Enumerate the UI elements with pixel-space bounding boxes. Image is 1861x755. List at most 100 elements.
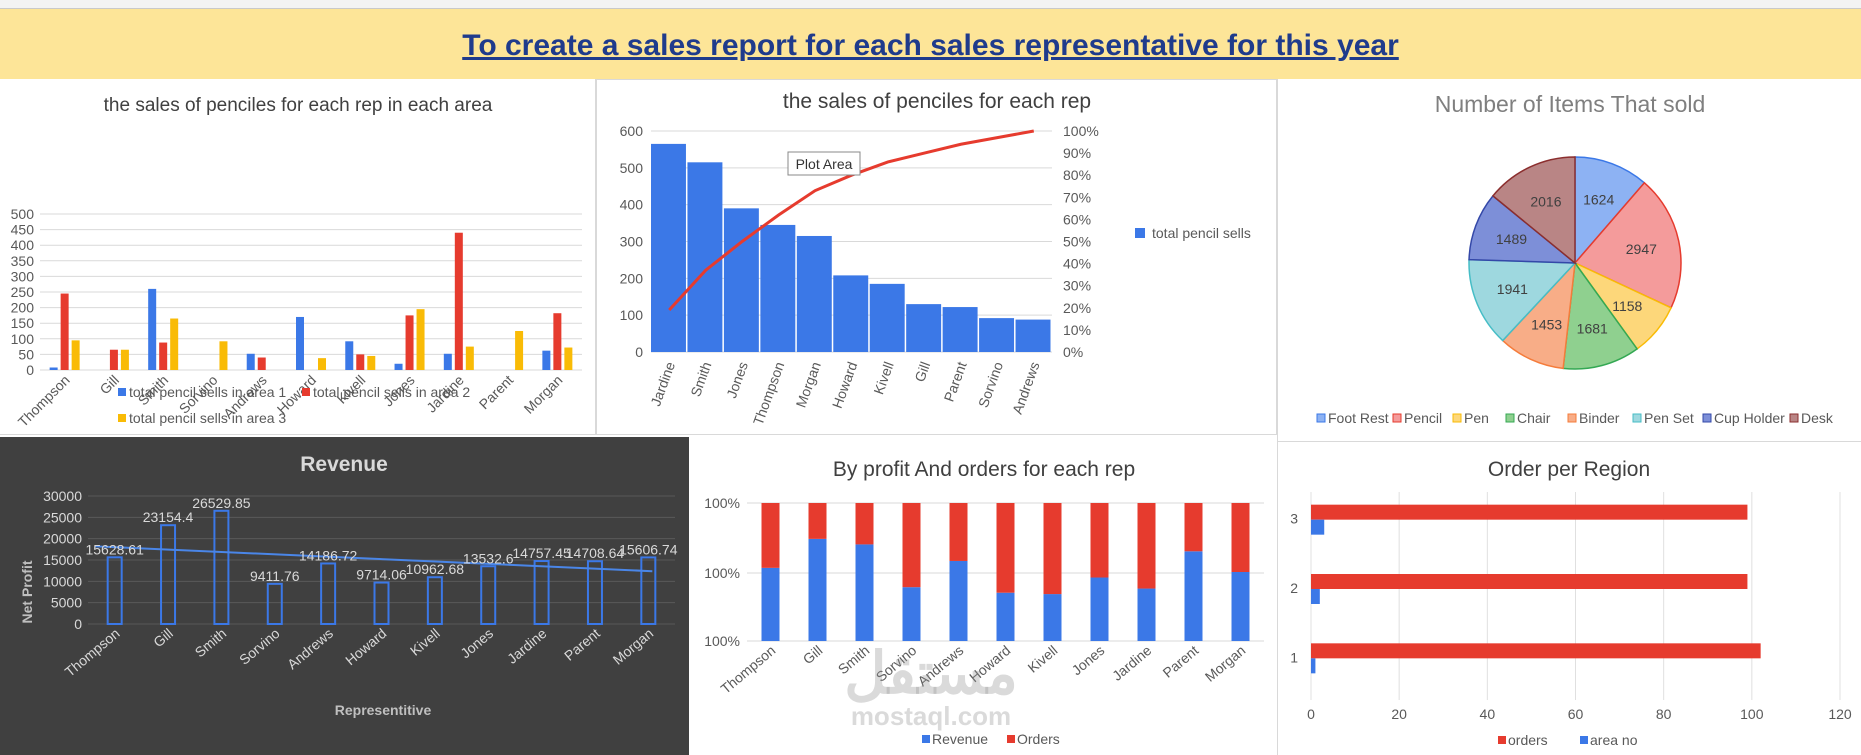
pie-legend-label: Desk xyxy=(1801,410,1834,426)
pie-legend-label: Pen Set xyxy=(1644,410,1694,426)
profit-ytick: 100% xyxy=(704,633,740,649)
region-orders-bar xyxy=(1311,504,1748,520)
area-ytick: 450 xyxy=(11,222,35,238)
pie-slice-label: 2947 xyxy=(1626,241,1657,257)
pareto-right-tick: 100% xyxy=(1063,123,1099,139)
revenue-ytick: 5000 xyxy=(51,595,82,611)
pareto-right-tick: 10% xyxy=(1063,322,1091,338)
area-sales-chart[interactable]: the sales of penciles for each rep in ea… xyxy=(0,79,596,435)
pareto-xtick: Jones xyxy=(723,360,751,401)
pareto-right-tick: 80% xyxy=(1063,167,1091,183)
area-bar xyxy=(296,316,304,370)
profit-xtick: Jones xyxy=(1069,642,1108,678)
area-xtick: Parent xyxy=(476,372,517,413)
pie-legend-swatch xyxy=(1316,413,1326,423)
report-title-link[interactable]: To create a sales report for each sales … xyxy=(462,29,1399,62)
profit-orders-bar xyxy=(949,503,968,561)
area-sales-svg: the sales of penciles for each rep in ea… xyxy=(11,95,582,430)
pareto-bar xyxy=(833,275,869,352)
area-bar xyxy=(345,341,354,370)
region-legend-swatch xyxy=(1580,736,1588,744)
pareto-bar xyxy=(687,162,723,352)
revenue-xtick: Jones xyxy=(457,625,496,661)
profit-orders-bar xyxy=(1090,503,1109,578)
region-legend-label: orders xyxy=(1508,732,1548,748)
profit-legend-swatch xyxy=(1007,735,1015,743)
area-bar xyxy=(465,346,474,370)
area-legend-label: total pencil sells in area 3 xyxy=(129,410,286,426)
revenue-bar xyxy=(480,565,497,626)
order-region-chart[interactable]: Order per Region 1 2 3 0 20 40 60 80 100 120 order… xyxy=(1278,442,1861,755)
profit-orders-bar xyxy=(761,503,780,568)
revenue-bar xyxy=(213,509,230,625)
area-bar xyxy=(356,354,365,370)
pie-slice xyxy=(1562,260,1639,370)
profit-orders-bar xyxy=(1184,503,1203,552)
revenue-chart[interactable]: Revenue 15628.61 23154.4 26529.85 9411.76 14… xyxy=(0,437,689,755)
revenue-xtick: Sorvino xyxy=(236,625,283,668)
pareto-right-tick: 20% xyxy=(1063,300,1091,316)
revenue-bar xyxy=(320,562,337,625)
pareto-xtick: Andrews xyxy=(1009,360,1043,417)
region-xtick: 20 xyxy=(1391,706,1407,722)
revenue-bar xyxy=(640,556,657,625)
revenue-ylabel: Net Profit xyxy=(19,560,35,623)
region-xtick: 60 xyxy=(1568,706,1584,722)
revenue-ytick: 10000 xyxy=(43,573,82,589)
profit-xtick: Gill xyxy=(800,642,826,667)
pareto-chart-title: the sales of penciles for each rep xyxy=(783,90,1091,113)
revenue-xtick: Howard xyxy=(342,625,389,668)
profit-xtick: Smith xyxy=(835,642,873,677)
area-ytick: 400 xyxy=(11,237,35,253)
area-bar xyxy=(60,293,69,370)
region-area-bar xyxy=(1311,519,1325,535)
profit-xtick: Andrews xyxy=(914,642,966,689)
items-sold-pie-chart[interactable]: Number of Items That sold 1624 2947 1158 16… xyxy=(1277,79,1861,442)
pareto-right-tick: 90% xyxy=(1063,145,1091,161)
revenue-data-label: 26529.85 xyxy=(192,495,251,511)
profit-orders-bar xyxy=(855,503,874,545)
revenue-xtick: Kivell xyxy=(407,625,443,659)
region-ytick: 2 xyxy=(1290,580,1298,596)
pie-legend-swatch xyxy=(1567,413,1577,423)
revenue-data-label: 9411.76 xyxy=(250,568,300,584)
report-banner: To create a sales report for each sales … xyxy=(0,9,1861,79)
pareto-bar xyxy=(796,235,832,352)
pie-legend-swatch xyxy=(1789,413,1799,423)
pareto-left-tick: 100 xyxy=(620,307,644,323)
profit-orders-bar xyxy=(1043,503,1062,595)
pareto-left-tick: 300 xyxy=(620,234,644,250)
spreadsheet-grid-strip xyxy=(0,0,1861,9)
area-bar xyxy=(109,349,118,370)
area-bar xyxy=(120,349,129,370)
area-bar xyxy=(394,363,403,370)
revenue-xtick: Parent xyxy=(561,625,603,664)
revenue-data-label: 10962.68 xyxy=(406,561,465,577)
profit-revenue-bar xyxy=(1090,577,1109,641)
area-legend-swatch xyxy=(118,388,126,396)
profit-xtick: Morgan xyxy=(1202,642,1249,685)
plot-area-tooltip-box xyxy=(787,151,861,176)
pie-slice-label: 1453 xyxy=(1531,317,1562,333)
pie-legend-swatch xyxy=(1505,413,1515,423)
region-xtick: 0 xyxy=(1307,706,1315,722)
revenue-data-label: 14186.72 xyxy=(299,547,358,563)
revenue-bar xyxy=(373,581,390,625)
pareto-sales-chart[interactable]: the sales of penciles for each rep 0 100 2… xyxy=(596,79,1277,435)
profit-ytick: 100% xyxy=(704,565,740,581)
pareto-xtick: Howard xyxy=(829,360,861,411)
area-bar xyxy=(71,340,80,370)
pie-legend-swatch xyxy=(1392,413,1402,423)
pie-legend-label: Foot Rest xyxy=(1328,410,1389,426)
area-ytick: 500 xyxy=(11,206,35,222)
pareto-legend-swatch xyxy=(1135,228,1145,238)
area-legend-swatch xyxy=(118,414,126,422)
region-xtick: 40 xyxy=(1480,706,1496,722)
pareto-left-tick: 500 xyxy=(620,160,644,176)
plot-area-tooltip: Plot Area xyxy=(796,156,853,172)
region-legend-label: area no xyxy=(1590,732,1638,748)
pie-legend-swatch xyxy=(1702,413,1712,423)
profit-orders-chart[interactable]: By profit And orders for each rep 100% 10… xyxy=(689,442,1278,755)
region-area-bar xyxy=(1311,589,1320,604)
pareto-xtick: Jardine xyxy=(647,359,678,408)
